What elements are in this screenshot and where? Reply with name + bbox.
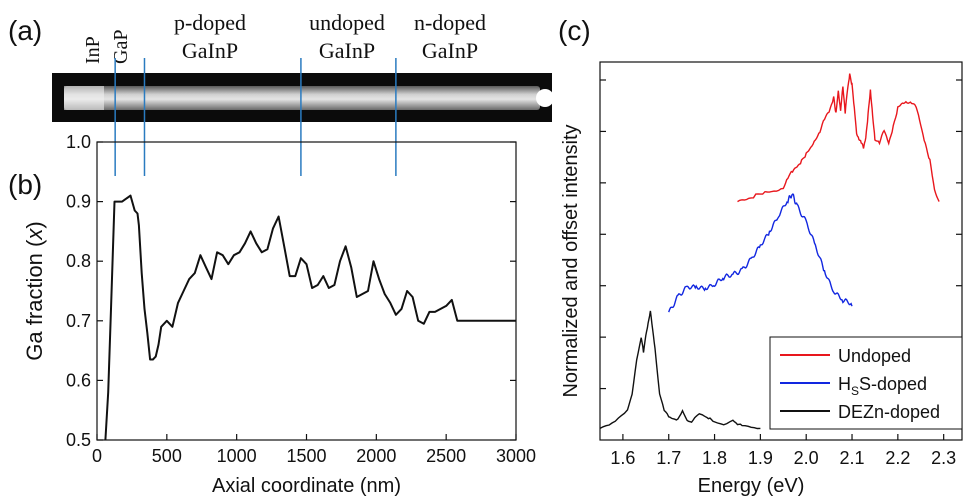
y-axis-label-suffix: ) <box>22 221 47 228</box>
x-tick-label: 2500 <box>426 446 466 466</box>
region-label-inp: InP <box>82 36 104 64</box>
x-axis-label: Axial coordinate (nm) <box>212 475 401 496</box>
panel-b-label: (b) <box>8 169 42 200</box>
y-tick-label: 0.7 <box>66 311 91 331</box>
y-axis-label: Normalized and offset intensity <box>560 124 582 397</box>
series-hss-doped <box>668 193 853 313</box>
y-tick-label: 1.0 <box>66 132 91 152</box>
legend: Undoped HSS-doped DEZn-doped <box>769 336 963 430</box>
plot-b-frame <box>96 141 517 441</box>
x-tick-label: 2.0 <box>794 448 819 468</box>
series-dezn-doped <box>599 310 761 430</box>
y-tick-label: 0.8 <box>66 251 91 271</box>
y-tick-label: 0.9 <box>66 192 91 212</box>
y-axis-label-prefix: Ga fraction ( <box>22 239 47 361</box>
region-label-gap: GaP <box>110 30 132 64</box>
x-tick-label: 2.2 <box>885 448 910 468</box>
series-undoped <box>737 73 940 203</box>
plot-c: 1.6 1.7 1.8 1.9 2.0 2.1 2.2 2.3 Energy (eV) Nor… <box>560 61 963 496</box>
region-inp-text: InP <box>82 36 104 64</box>
region-p-doped-line2: GaInP <box>182 38 238 63</box>
region-dividers <box>114 58 397 176</box>
region-n-doped-line2: GaInP <box>422 38 478 63</box>
legend-label-dezn: DEZn-doped <box>838 402 940 422</box>
x-tick-label: 2.3 <box>931 448 956 468</box>
y-tick-label: 0.6 <box>66 370 91 390</box>
x-axis-ticks: 0 500 1000 1500 2000 2500 3000 <box>92 434 536 466</box>
x-axis-ticks: 1.6 1.7 1.8 1.9 2.0 2.1 2.2 2.3 <box>610 434 956 468</box>
x-tick-label: 1.7 <box>656 448 681 468</box>
x-tick-label: 0 <box>92 446 102 466</box>
y-axis-label-var: x <box>22 228 47 241</box>
nanowire-micrograph <box>52 73 554 122</box>
region-undoped-line2: GaInP <box>319 38 375 63</box>
x-tick-label: 1500 <box>286 446 326 466</box>
y-tick-label: 0.5 <box>66 430 91 450</box>
panel-a-label: (a) <box>8 15 42 46</box>
x-tick-label: 1.8 <box>702 448 727 468</box>
region-gap-text: GaP <box>110 30 132 64</box>
ga-fraction-line <box>104 194 516 441</box>
plot-b: 0 500 1000 1500 2000 2500 3000 0.5 0.6 0.7 0.8 0.9… <box>22 58 536 496</box>
legend-label-undoped: Undoped <box>838 346 911 366</box>
region-undoped-line1: undoped <box>309 10 385 35</box>
catalyst-particle <box>536 89 554 107</box>
plot-c-frame <box>599 61 963 441</box>
x-tick-label: 1.9 <box>748 448 773 468</box>
region-p-doped-line1: p-doped <box>174 10 246 35</box>
x-tick-label: 1.6 <box>610 448 635 468</box>
region-n-doped-line1: n-doped <box>414 10 486 35</box>
y-axis-label: Ga fraction (x) <box>22 221 47 360</box>
y-axis-ticks: 0.5 0.6 0.7 0.8 0.9 1.0 <box>66 132 516 450</box>
x-tick-label: 2000 <box>356 446 396 466</box>
nanowire-body <box>64 86 540 110</box>
x-axis-label: Energy (eV) <box>698 475 805 496</box>
nanowire-inp-segment <box>64 86 104 110</box>
x-tick-label: 500 <box>152 446 182 466</box>
panel-c-label: (c) <box>558 15 591 46</box>
x-tick-label: 3000 <box>496 446 536 466</box>
x-tick-label: 2.1 <box>840 448 865 468</box>
x-tick-label: 1000 <box>217 446 257 466</box>
